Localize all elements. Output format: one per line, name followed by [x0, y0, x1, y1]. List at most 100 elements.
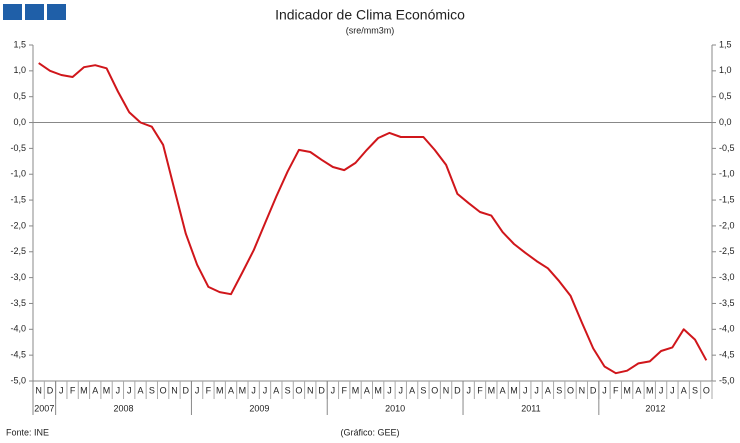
year-label: 2009	[249, 403, 269, 413]
x-tick-label: O	[567, 385, 574, 395]
x-tick-label: J	[387, 385, 392, 395]
x-tick-label: M	[352, 385, 360, 395]
chart-subtitle: (sre/mm3m)	[346, 25, 395, 35]
y2-tick-label: -0,5	[719, 143, 735, 153]
x-tick-label: J	[602, 385, 607, 395]
logo-square	[3, 4, 22, 20]
x-tick-label: J	[659, 385, 664, 395]
x-tick-label: A	[500, 385, 506, 395]
x-tick-label: N	[35, 385, 42, 395]
x-tick-label: J	[534, 385, 539, 395]
y-tick-label: -2,0	[10, 220, 26, 230]
year-label: 2010	[385, 403, 405, 413]
y-tick-label: 0,0	[13, 117, 26, 127]
x-tick-label: F	[477, 385, 483, 395]
x-tick-label: J	[466, 385, 471, 395]
x-tick-label: J	[399, 385, 404, 395]
x-tick-label: J	[263, 385, 268, 395]
x-tick-label: J	[331, 385, 336, 395]
x-tick-label: S	[285, 385, 291, 395]
y2-tick-label: 0,5	[719, 91, 732, 101]
x-tick-label: A	[138, 385, 144, 395]
x-tick-label: D	[590, 385, 597, 395]
x-tick-label: A	[681, 385, 687, 395]
y-tick-label: -0,5	[10, 143, 26, 153]
year-label: 2012	[645, 403, 665, 413]
x-tick-label: M	[488, 385, 496, 395]
x-tick-label: D	[318, 385, 325, 395]
y-tick-label: -1,0	[10, 169, 26, 179]
x-tick-label: S	[420, 385, 426, 395]
x-tick-label: M	[103, 385, 111, 395]
y-tick-label: -3,5	[10, 298, 26, 308]
x-tick-label: J	[195, 385, 200, 395]
x-tick-label: M	[216, 385, 224, 395]
x-tick-label: J	[59, 385, 64, 395]
x-tick-label: S	[692, 385, 698, 395]
x-tick-label: O	[160, 385, 167, 395]
y2-tick-label: -4,5	[719, 350, 735, 360]
y-tick-label: -1,5	[10, 194, 26, 204]
x-tick-label: D	[183, 385, 190, 395]
x-tick-label: M	[239, 385, 247, 395]
x-tick-label: M	[646, 385, 654, 395]
x-tick-label: S	[149, 385, 155, 395]
x-tick-label: M	[623, 385, 631, 395]
x-tick-label: J	[116, 385, 121, 395]
y-tick-label: 0,5	[13, 91, 26, 101]
x-tick-label: A	[273, 385, 279, 395]
y2-tick-label: -5,0	[719, 375, 735, 385]
x-tick-label: N	[171, 385, 178, 395]
year-label: 2008	[114, 403, 134, 413]
x-tick-label: J	[251, 385, 256, 395]
chart-title: Indicador de Clima Económico	[275, 7, 465, 23]
y-tick-label: -5,0	[10, 375, 26, 385]
y2-tick-label: 1,5	[719, 39, 732, 49]
y-tick-label: 1,5	[13, 39, 26, 49]
y-tick-label: -2,5	[10, 246, 26, 256]
x-tick-label: A	[228, 385, 234, 395]
y2-tick-label: -1,5	[719, 194, 735, 204]
x-tick-label: J	[127, 385, 132, 395]
y-tick-label: -3,0	[10, 272, 26, 282]
y2-tick-label: -2,5	[719, 246, 735, 256]
x-tick-label: A	[364, 385, 370, 395]
year-label: 2007	[34, 403, 54, 413]
y2-tick-label: -1,0	[719, 169, 735, 179]
x-tick-label: O	[703, 385, 710, 395]
x-tick-label: M	[510, 385, 518, 395]
source: Fonte: INE	[6, 427, 49, 437]
x-tick-label: F	[613, 385, 619, 395]
x-tick-label: A	[545, 385, 551, 395]
year-label: 2011	[521, 403, 540, 413]
x-tick-label: S	[556, 385, 562, 395]
logo-square	[47, 4, 66, 20]
line-series	[38, 62, 708, 375]
x-tick-label: D	[47, 385, 54, 395]
y2-tick-label: 0,0	[719, 117, 732, 127]
x-tick-label: M	[374, 385, 382, 395]
y2-tick-label: -2,0	[719, 220, 735, 230]
y2-tick-label: -4,0	[719, 324, 735, 334]
y2-tick-label: -3,0	[719, 272, 735, 282]
x-tick-label: O	[431, 385, 438, 395]
x-tick-label: A	[635, 385, 641, 395]
x-tick-label: M	[80, 385, 88, 395]
x-tick-label: F	[341, 385, 347, 395]
x-tick-label: O	[295, 385, 302, 395]
x-tick-label: A	[409, 385, 415, 395]
credit: (Gráfico: GEE)	[340, 427, 399, 437]
x-tick-label: A	[92, 385, 98, 395]
y2-tick-label: -3,5	[719, 298, 735, 308]
y-tick-label: -4,5	[10, 350, 26, 360]
x-tick-label: F	[70, 385, 76, 395]
x-tick-label: N	[579, 385, 586, 395]
y2-tick-label: 1,0	[719, 65, 732, 75]
x-tick-label: N	[443, 385, 450, 395]
x-tick-label: D	[454, 385, 461, 395]
logo-square	[25, 4, 44, 20]
x-tick-label: J	[670, 385, 675, 395]
x-tick-label: F	[206, 385, 212, 395]
y-tick-label: 1,0	[13, 65, 26, 75]
